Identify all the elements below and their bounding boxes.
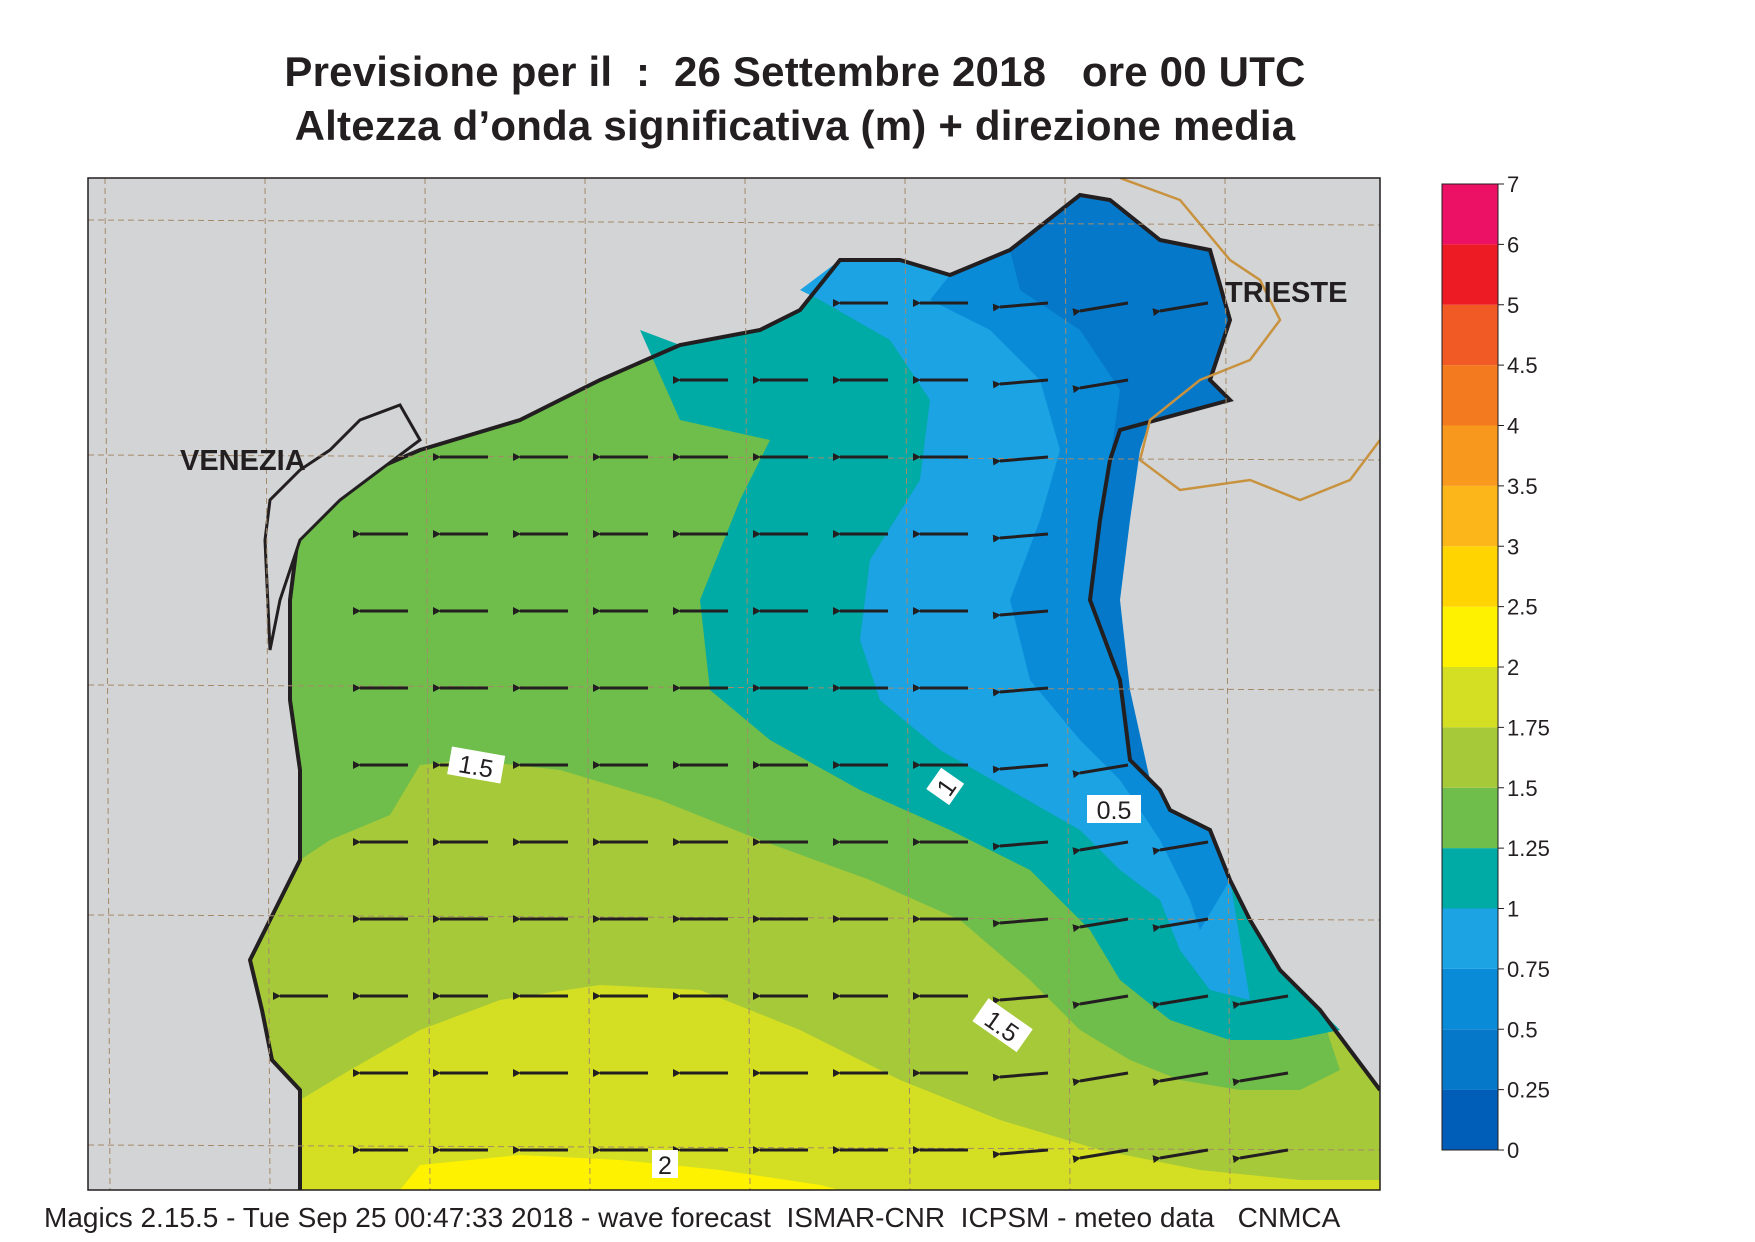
contour-band-0.25 [1010, 195, 1230, 780]
direction-arrow [992, 917, 1049, 928]
direction-arrow [992, 1148, 1049, 1159]
svg-text:0.5: 0.5 [1097, 797, 1132, 825]
svg-text:2: 2 [658, 1152, 672, 1180]
colorbar-swatch [1442, 304, 1498, 366]
contour-band-2 [400, 1155, 840, 1190]
direction-arrow [1152, 301, 1209, 317]
colorbar-tick-label: 0.5 [1507, 1017, 1538, 1042]
direction-arrow [992, 686, 1049, 697]
direction-arrow [992, 763, 1049, 774]
direction-arrow [992, 301, 1049, 312]
direction-arrow [1072, 301, 1129, 317]
colorbar-tick-label: 0 [1507, 1138, 1519, 1163]
direction-arrow [1072, 994, 1129, 1010]
colorbar-tick-label: 2.5 [1507, 595, 1538, 620]
colorbar-swatch [1442, 727, 1498, 788]
direction-arrow [1072, 1071, 1129, 1087]
direction-arrow [1152, 1071, 1209, 1087]
contour-label: 2 [652, 1150, 678, 1180]
colorbar-tick-label: 3.5 [1507, 474, 1538, 499]
wave-direction-arrows [273, 299, 1289, 1164]
map-grid [88, 178, 1380, 1190]
direction-arrow [1232, 994, 1289, 1010]
national-border [1119, 178, 1380, 502]
direction-arrow [992, 994, 1049, 1005]
colorbar-swatch [1442, 365, 1498, 426]
direction-arrow [1072, 840, 1129, 856]
direction-arrow [1152, 917, 1209, 933]
direction-arrow [992, 840, 1049, 851]
direction-arrow [1232, 1071, 1289, 1087]
colorbar-swatch [1442, 908, 1498, 969]
direction-arrow [1072, 917, 1129, 933]
colorbar-tick-label: 3 [1507, 534, 1519, 559]
colorbar-swatch [1442, 848, 1498, 909]
direction-arrow [1072, 1148, 1129, 1164]
colorbar-swatch [1442, 546, 1498, 607]
direction-arrow [1072, 763, 1129, 779]
direction-arrow [992, 455, 1049, 466]
map-frame [87, 177, 1381, 1191]
colorbar-legend: 0 0.25 0.5 0.75 1 1.25 1.5 1.75 2 2.5 3 3.5 4 4.5 5 6 7 [1441, 172, 1550, 1163]
direction-arrow [992, 609, 1049, 620]
colorbar-swatch [1442, 667, 1498, 728]
venice-lagoon [263, 403, 422, 651]
direction-arrow [1152, 994, 1209, 1010]
contour-label: 0.5 [1087, 795, 1141, 825]
colorbar-tick-label: 1.25 [1507, 836, 1550, 861]
colorbar-tick-label: 1 [1507, 897, 1519, 922]
map-title-line-1: Previsione per il : 26 Settembre 2018 or… [284, 48, 1306, 95]
city-label-venezia: VENEZIA [180, 445, 306, 477]
colorbar-swatch [1442, 184, 1498, 245]
direction-arrow [1152, 1148, 1209, 1164]
direction-arrow [992, 532, 1049, 543]
colorbar-tick-label: 2 [1507, 655, 1519, 680]
direction-arrow [992, 1071, 1049, 1082]
colorbar-tick-label: 6 [1507, 232, 1519, 257]
colorbar-tick-label: 5 [1507, 293, 1519, 318]
direction-arrow [1232, 1148, 1289, 1164]
colorbar-tick-label: 0.25 [1507, 1078, 1550, 1103]
colorbar-tick-label: 1.75 [1507, 715, 1550, 740]
direction-arrow [992, 378, 1049, 389]
direction-arrow [1152, 840, 1209, 856]
colorbar-tick-label: 7 [1507, 172, 1519, 197]
map-title-line-2: Altezza d’onda significativa (m) + direz… [294, 102, 1296, 149]
colorbar-swatch [1442, 1089, 1498, 1150]
colorbar-swatch [1442, 606, 1498, 667]
colorbar-swatch [1442, 787, 1498, 849]
svg-text:1.5: 1.5 [456, 750, 495, 784]
colorbar-swatch [1442, 485, 1498, 547]
direction-arrow [1072, 378, 1129, 394]
contour-label: 1.5 [447, 746, 506, 784]
footer-credits: Magics 2.15.5 - Tue Sep 25 00:47:33 2018… [44, 1202, 1341, 1233]
colorbar-tick-label: 1.5 [1507, 776, 1538, 801]
colorbar-tick-label: 4 [1507, 414, 1519, 439]
colorbar-tick-label: 4.5 [1507, 353, 1538, 378]
contour-band-1.75 [300, 985, 1380, 1190]
colorbar-swatch [1442, 1029, 1498, 1090]
coastline [247, 192, 1380, 1190]
colorbar-swatch [1442, 244, 1498, 305]
colorbar-swatch [1442, 425, 1498, 486]
colorbar-tick-label: 0.75 [1507, 957, 1550, 982]
city-label-trieste: TRIESTE [1225, 277, 1347, 309]
colorbar-swatch [1442, 968, 1498, 1030]
